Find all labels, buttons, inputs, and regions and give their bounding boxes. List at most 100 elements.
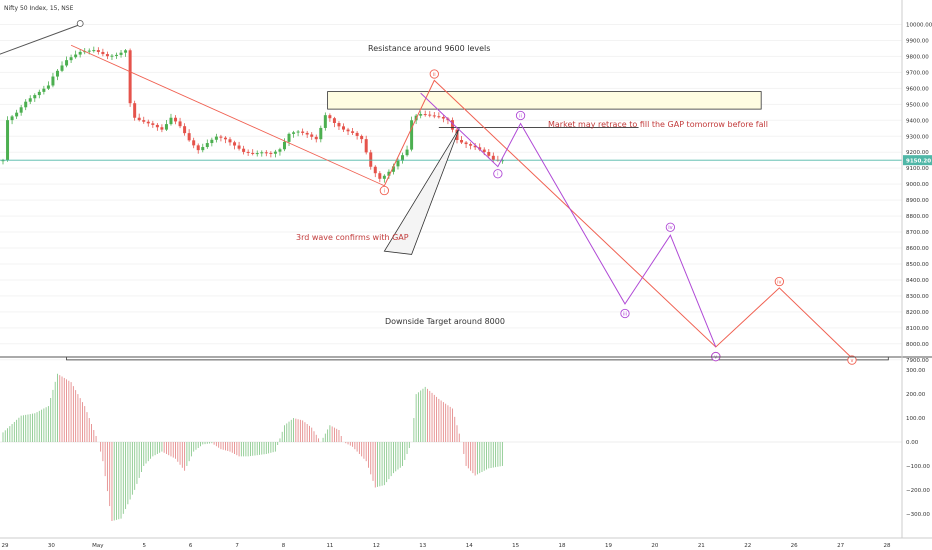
price-tick-label: 8300.00: [906, 294, 929, 300]
candle-body: [346, 129, 350, 132]
candle-body: [196, 145, 200, 151]
red-wave-label: v: [850, 358, 853, 364]
candle-body: [387, 171, 391, 176]
price-tick-label: 9100.00: [906, 166, 929, 172]
price-gridlines: [0, 24, 902, 361]
price-tick-label: 9000.00: [906, 182, 929, 188]
time-tick-label: 14: [466, 543, 473, 549]
candle-body: [269, 152, 273, 154]
purple-wave-label: iv: [668, 225, 672, 231]
candle-body: [301, 131, 305, 133]
red-wave-label-circle: [429, 69, 439, 79]
candle-body: [260, 152, 264, 154]
price-tick-label: 9400.00: [906, 118, 929, 124]
candle-body: [87, 50, 91, 52]
time-axis: 29 30 May 5 6 7 8 11 12 13 14 15 18 19 20 21 22 26 27 28: [0, 537, 932, 549]
candle-body: [55, 70, 59, 77]
candle-body: [119, 52, 123, 55]
time-tick-label: May: [92, 543, 104, 549]
candle-body: [441, 117, 445, 119]
candle-body: [255, 153, 259, 155]
candle-body: [201, 147, 205, 151]
price-tick-label: 9600.00: [906, 86, 929, 92]
oscillator-tick-label: 100.00: [906, 416, 926, 422]
purple-wave-label-circle: [620, 308, 630, 319]
candle-body: [214, 136, 218, 140]
candle-body: [101, 51, 105, 55]
candle-body: [10, 116, 14, 121]
callout-label: 3rd wave confirms with GAP: [296, 233, 409, 242]
candle-body: [6, 120, 10, 161]
time-tick-label: 15: [512, 543, 519, 549]
purple-wave-label-circle: [493, 169, 503, 179]
red-wave-label: iv: [777, 279, 781, 285]
candle-body: [364, 139, 368, 153]
candle-body: [264, 152, 268, 154]
candle-body: [237, 145, 241, 149]
candle-body: [314, 136, 318, 140]
candle-body: [369, 152, 373, 167]
candle-body: [278, 149, 282, 152]
candle-body: [382, 175, 386, 179]
target-label: Downside Target around 8000: [385, 317, 505, 326]
candle-body: [487, 151, 491, 156]
time-tick-label: 11: [326, 543, 333, 549]
oscillator-tick-label: −100.00: [906, 464, 930, 470]
time-tick-label: 12: [373, 543, 380, 549]
candle-body: [332, 118, 336, 124]
candle-body: [69, 57, 73, 61]
downtrend-line: [70, 44, 385, 187]
time-tick-label: 29: [2, 543, 9, 549]
oscillator-tick-label: −300.00: [906, 512, 930, 518]
candle-body: [310, 134, 314, 137]
candle-body: [74, 54, 78, 58]
price-pane: Resistance around 9600 levels Market may …: [0, 20, 902, 365]
purple-wave-label-circle: [665, 222, 676, 232]
candle-body: [337, 123, 341, 127]
candle-body: [223, 137, 227, 140]
candle-body: [164, 124, 168, 130]
rising-trendline: [0, 24, 81, 55]
candle-body: [287, 133, 291, 142]
price-tick-label: 8500.00: [906, 262, 929, 268]
candle-body: [342, 126, 345, 130]
oscillator-tick-label: −200.00: [906, 488, 930, 494]
oscillator-tick-label: 300.00: [906, 368, 926, 374]
last-price-label: 9150.20: [906, 159, 931, 165]
candle-body: [305, 132, 309, 135]
candle-body: [242, 148, 246, 152]
candle-body: [42, 88, 46, 92]
candle-body: [233, 142, 237, 146]
purple-wave-label-circle: [515, 110, 526, 121]
candle-body: [373, 166, 377, 174]
price-tick-label: 8700.00: [906, 230, 929, 236]
candle-body: [133, 103, 137, 118]
candle-body: [174, 117, 178, 122]
candle-body: [183, 126, 187, 134]
candle-body: [28, 98, 32, 102]
callout-arrow: [383, 128, 460, 255]
candle-body: [151, 123, 155, 125]
candle-body: [33, 95, 37, 99]
oscillator-tick-label: 0.00: [906, 440, 919, 446]
candle-body: [246, 151, 250, 153]
candle-body: [360, 135, 364, 140]
candle-body: [478, 147, 482, 150]
price-tick-label: 9300.00: [906, 134, 929, 140]
time-tick-label: 22: [744, 543, 751, 549]
candle-body: [491, 155, 495, 160]
candle-body: [155, 124, 159, 128]
candle-body: [46, 85, 50, 89]
price-tick-label: 9700.00: [906, 70, 929, 76]
candle-body: [146, 121, 150, 124]
candle-body: [19, 107, 23, 113]
time-tick-label: 30: [48, 543, 55, 549]
trendline-handle: [76, 20, 84, 27]
time-tick-label: 13: [419, 543, 426, 549]
candle-body: [24, 101, 28, 108]
candle-body: [78, 51, 82, 55]
price-tick-label: 7900.00: [906, 358, 929, 364]
candle-body: [228, 139, 232, 143]
price-axis: 10000.00 9900.00 9800.00 9700.00 9600.00 9500…: [901, 0, 932, 538]
